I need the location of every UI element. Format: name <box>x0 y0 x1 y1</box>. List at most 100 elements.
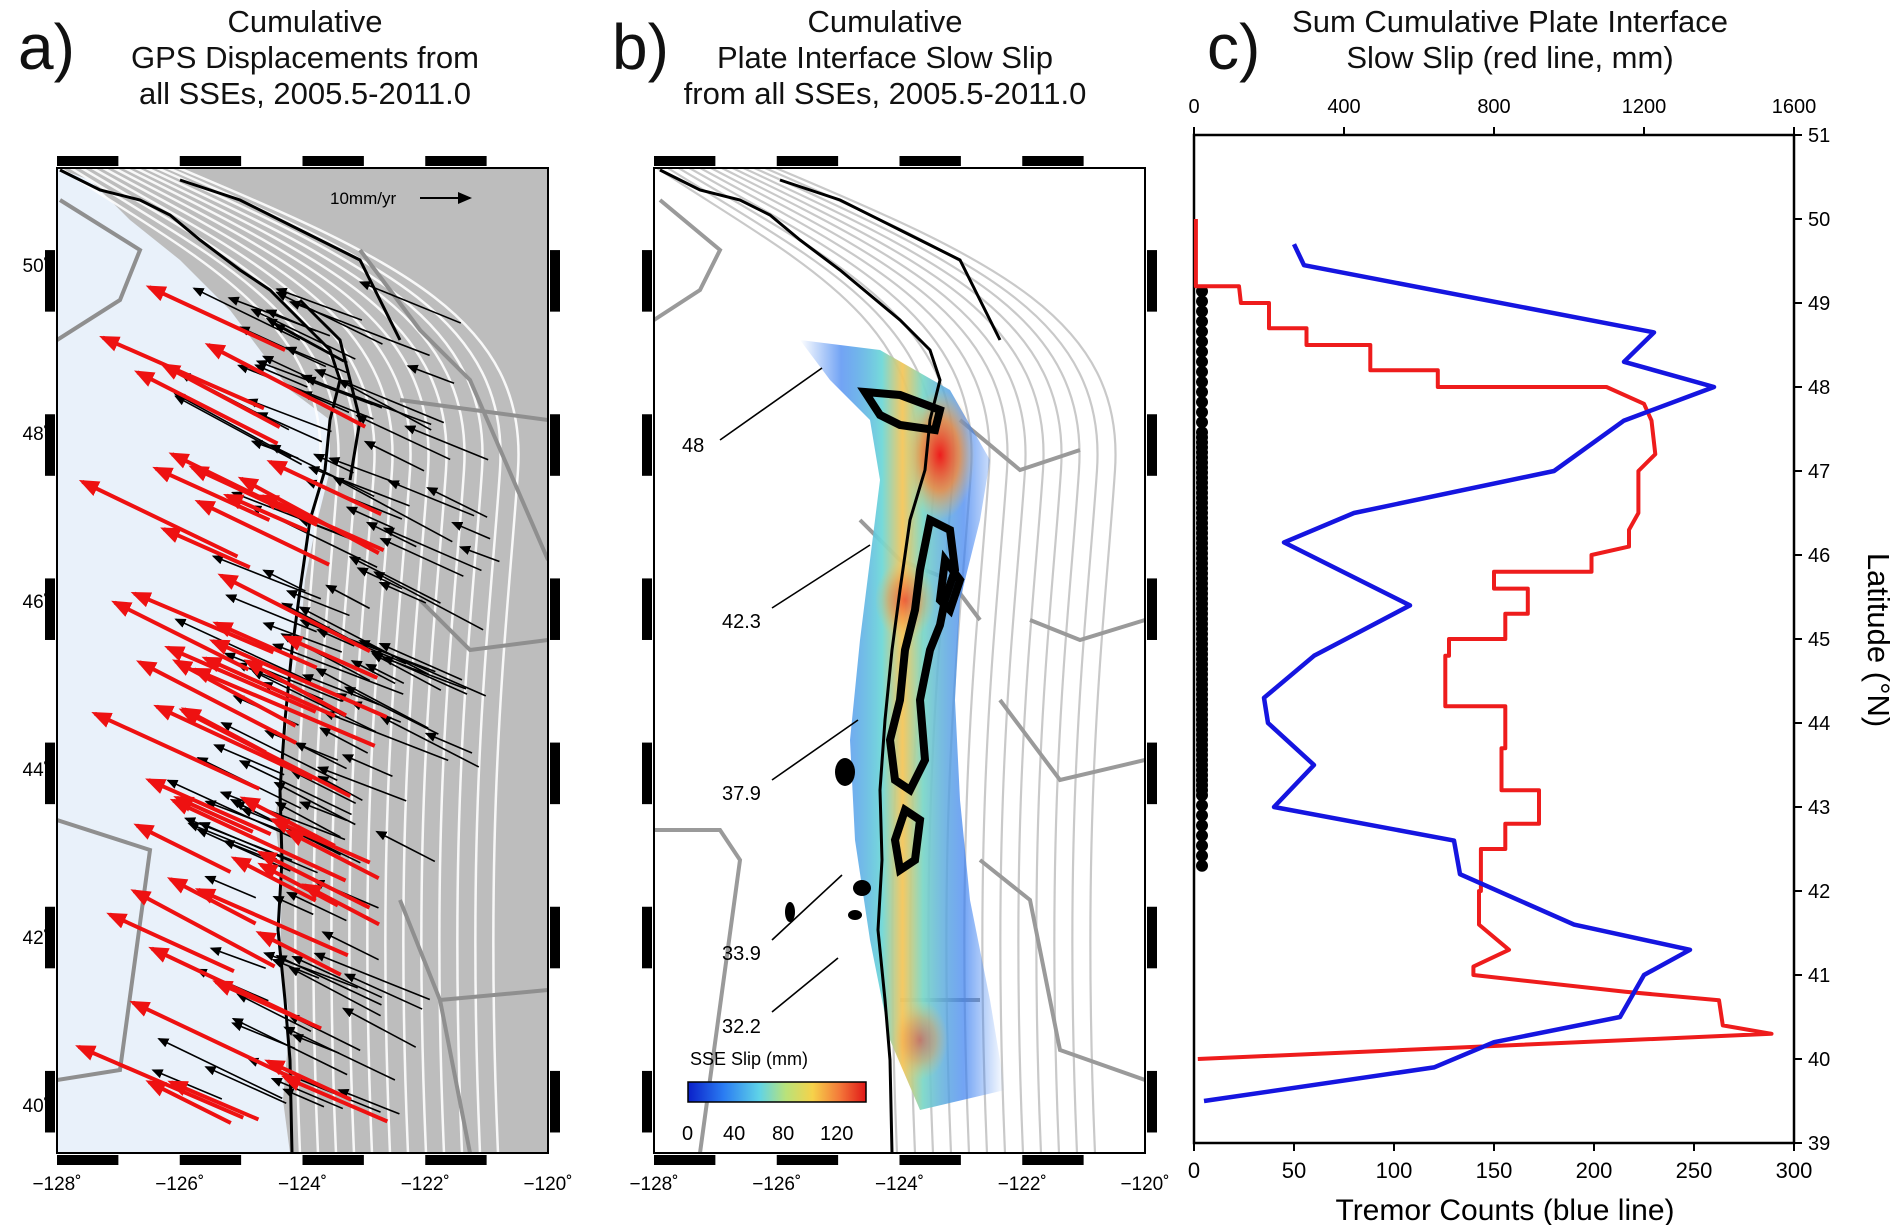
gps-vector-black <box>458 545 500 563</box>
gps-vector-red <box>256 850 371 910</box>
gps-vector-black <box>358 281 462 324</box>
panel-b-letter: b) <box>612 11 669 83</box>
right-tick-label: 44 <box>1808 713 1830 735</box>
gps-vector-red <box>180 707 267 755</box>
depth-contour <box>178 168 520 1153</box>
gps-vector-red <box>91 711 261 791</box>
border-segment <box>45 906 55 969</box>
border-segment <box>45 250 55 312</box>
right-tick-label: 45 <box>1808 629 1830 651</box>
tremor-dot <box>1196 315 1208 328</box>
right-tick-label: 41 <box>1808 965 1830 987</box>
top-tick-label: 1600 <box>1772 96 1817 118</box>
tremor-dot <box>1196 764 1208 777</box>
gps-vector-black <box>365 521 417 548</box>
tremor-dot <box>1196 839 1208 852</box>
gps-vector-red <box>160 363 281 429</box>
tremor-dot <box>1196 663 1208 676</box>
gps-vector-red <box>145 285 286 352</box>
gps-vector-black <box>289 300 430 357</box>
depth-labels: 48 42.3 37.9 33.9 32.2 <box>682 367 871 1038</box>
gps-vector-red <box>204 343 367 429</box>
gps-vector-black <box>264 730 339 761</box>
depth-contour <box>732 168 1045 1153</box>
gps-vector-black <box>261 355 310 379</box>
gps-vector-black <box>291 1034 340 1054</box>
tremor-dot <box>1196 532 1208 545</box>
gps-vector-black <box>314 668 429 729</box>
tremor-dot <box>1196 451 1208 464</box>
gps-vector-black <box>323 711 449 762</box>
map-lon-ticks: −128˚ −128˚ −126˚ −126˚ −124˚ −124˚ −122˚ −122˚… <box>32 1174 1169 1195</box>
gps-vector-red <box>266 460 383 516</box>
border-segment <box>776 156 839 166</box>
gps-vector-black <box>332 477 453 543</box>
gps-vector-red <box>136 660 298 745</box>
gps-vector-red <box>217 573 371 654</box>
depth-contour <box>775 168 1117 1153</box>
slip-colorbar: SSE Slip (mm) 0 40 80 120 <box>682 1049 867 1145</box>
gps-vector-black <box>285 891 347 922</box>
right-tick-label: 43 <box>1808 797 1830 819</box>
lon-tick-label: −126˚ <box>752 1174 801 1195</box>
border-segment <box>642 578 652 640</box>
colorbar-tick: 80 <box>772 1123 794 1145</box>
gps-vector-black <box>379 537 464 577</box>
tremor-dot <box>1196 562 1208 575</box>
border-segment <box>642 906 652 969</box>
border-segment <box>550 578 560 640</box>
tremor-dot <box>1196 431 1208 444</box>
gps-vector-red <box>264 1059 352 1102</box>
tremor-dot <box>1196 461 1208 474</box>
gps-vector-black <box>426 487 488 518</box>
tremor-dot <box>1196 335 1208 348</box>
border-segment <box>1147 414 1157 476</box>
gps-vector-black <box>343 686 439 735</box>
gps-vector-red <box>169 798 347 883</box>
tremor-dot <box>1196 325 1208 338</box>
panel-b-title: Cumulative Plate Interface Slow Slip from … <box>683 4 1087 111</box>
gps-vector-black <box>290 770 357 805</box>
gps-vector-black <box>345 506 394 529</box>
tremor-dot <box>1196 396 1208 409</box>
gps-vector-black <box>246 398 332 433</box>
gps-vector-black <box>337 379 432 431</box>
border-segment <box>45 1070 55 1133</box>
gps-vector-black <box>356 567 403 590</box>
tremor-dot <box>1196 365 1208 378</box>
gps-vector-red <box>194 888 349 958</box>
right-tick-label: 48 <box>1808 377 1830 399</box>
tremor-dot <box>1196 375 1208 388</box>
gps-vector-black <box>341 1007 417 1048</box>
gps-vector-red <box>160 527 251 570</box>
gps-vector-black <box>341 754 393 778</box>
panel-b-checker-border <box>642 156 1157 1165</box>
tremor-dots <box>1196 285 1208 872</box>
right-tick-label: 40 <box>1808 1049 1830 1071</box>
tremor-dot <box>1196 305 1208 318</box>
gps-vector-black <box>319 727 369 754</box>
panel-a-frame <box>56 167 549 1154</box>
border-segment <box>642 414 652 476</box>
border-segment <box>550 906 560 969</box>
gps-vector-black <box>373 571 484 631</box>
gps-vector-red <box>152 466 271 522</box>
bottom-axis-label: Tremor Counts (blue line) <box>1335 1194 1674 1225</box>
lon-tick-label: −122˚ <box>401 1174 450 1195</box>
gps-vector-red <box>257 862 339 908</box>
tremor-dot <box>1196 355 1208 368</box>
colorbar-label: SSE Slip (mm) <box>690 1049 808 1069</box>
gps-vector-black <box>285 346 348 374</box>
gps-vector-black <box>220 722 338 782</box>
tremor-dot <box>1196 552 1208 565</box>
tremor-dot <box>1196 653 1208 666</box>
gps-vector-black <box>365 663 405 685</box>
gps-vector-black <box>272 895 314 916</box>
border-segment <box>45 742 55 805</box>
gps-vector-black <box>299 801 348 822</box>
tremor-dot <box>1196 582 1208 595</box>
tremor-dot <box>1196 602 1208 615</box>
gps-vector-red <box>284 829 380 881</box>
gps-vector-black <box>348 556 441 604</box>
gps-vector-red <box>134 370 279 446</box>
